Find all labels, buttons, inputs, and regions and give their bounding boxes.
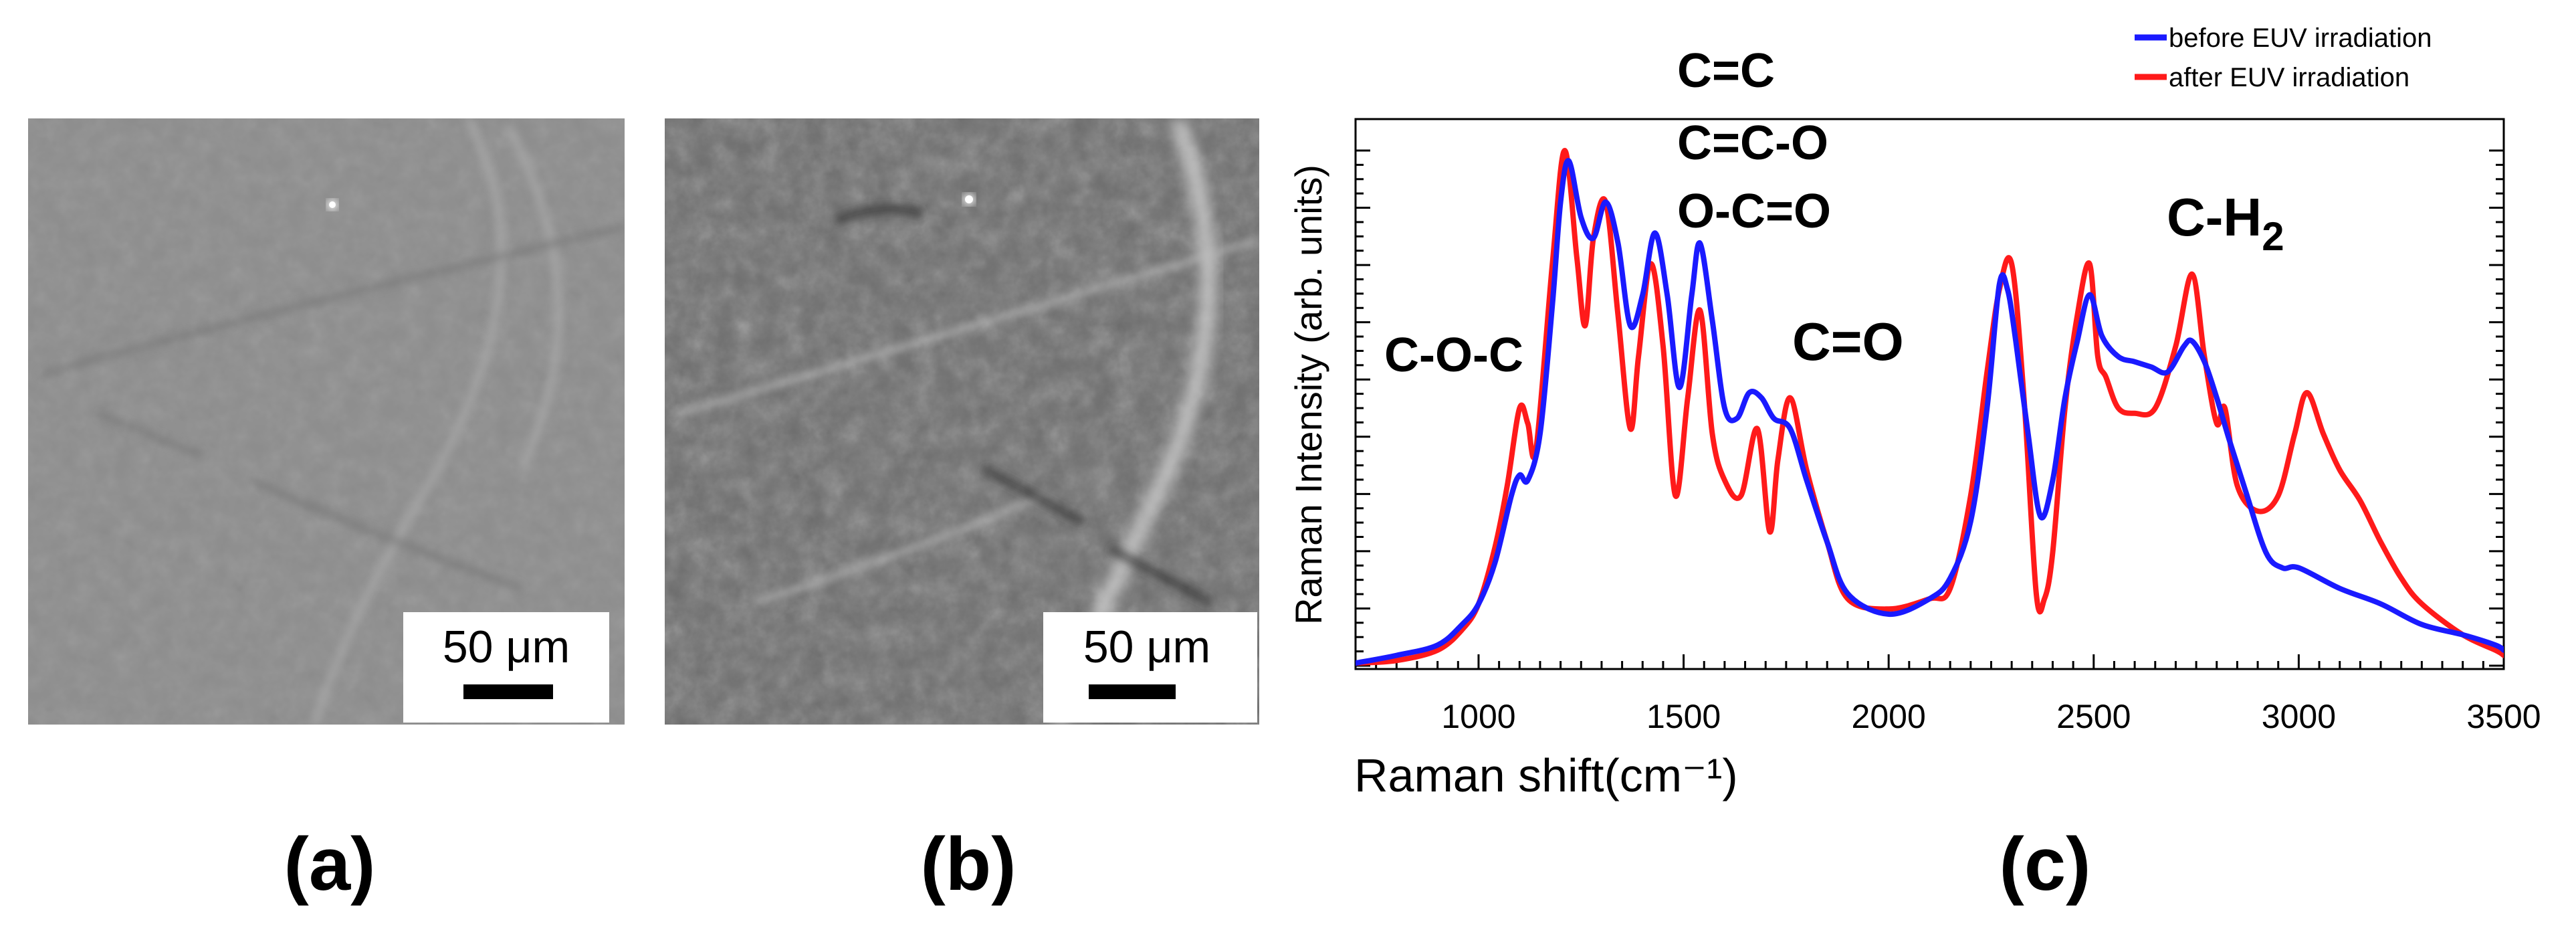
- x-tick-label: 3500: [2466, 698, 2541, 735]
- legend-label-after: after EUV irradiation: [2169, 63, 2409, 92]
- annotation-o-c-double-o: O-C=O: [1677, 185, 1831, 238]
- scale-bar-b-label: 50 μm: [1083, 622, 1210, 672]
- scale-bar-a-box: [403, 612, 609, 723]
- annotation-c-double-c: C=C: [1677, 44, 1775, 98]
- y-axis-label: Raman Intensity (arb. units): [1287, 165, 1329, 625]
- raman-chart: 1000 1500 2000 2500 3000 3500 Raman shift(cm⁻…: [1287, 23, 2541, 801]
- scale-bar-b: 50 μm: [1043, 612, 1257, 723]
- legend: before EUV irradiation after EUV irradia…: [2135, 23, 2432, 92]
- annotation-c-h2-main: C-H: [2167, 187, 2262, 247]
- legend-label-before: before EUV irradiation: [2169, 23, 2432, 53]
- scale-bar-a-label: 50 μm: [443, 622, 570, 672]
- panel-label-b: (b): [920, 822, 1016, 906]
- panel-label-c: (c): [2000, 822, 2091, 906]
- micrograph-a: 50 μm: [28, 118, 625, 725]
- micrograph-b: 50 μm: [665, 118, 1259, 725]
- x-tick-label: 2500: [2056, 698, 2131, 735]
- scale-bar-a-line: [463, 684, 553, 699]
- x-tick-label: 3000: [2262, 698, 2336, 735]
- x-axis-label: Raman shift(cm⁻¹): [1354, 749, 1738, 801]
- annotation-c-h2: C-H2: [2167, 187, 2284, 259]
- scale-bar-b-line: [1089, 684, 1176, 699]
- scale-bar-a: 50 μm: [403, 612, 609, 723]
- annotation-c-h2-subscript: 2: [2262, 214, 2284, 259]
- y-axis-ticks: [1356, 149, 2504, 667]
- x-tick-label: 1500: [1646, 698, 1721, 735]
- x-tick-label: 2000: [1852, 698, 1926, 735]
- series-layer: [1356, 147, 2504, 666]
- annotation-c-o-c: C-O-C: [1384, 328, 1523, 382]
- x-tick-label: 1000: [1441, 698, 1515, 735]
- annotation-c-double-c-o: C=C-O: [1677, 116, 1828, 170]
- scale-bar-b-box: [1043, 612, 1257, 723]
- annotation-c-double-o: C=O: [1792, 312, 1904, 371]
- series-line-before: [1356, 158, 2504, 666]
- x-axis-ticks: 1000 1500 2000 2500 3000 3500: [1375, 654, 2541, 735]
- panel-label-a: (a): [284, 822, 376, 906]
